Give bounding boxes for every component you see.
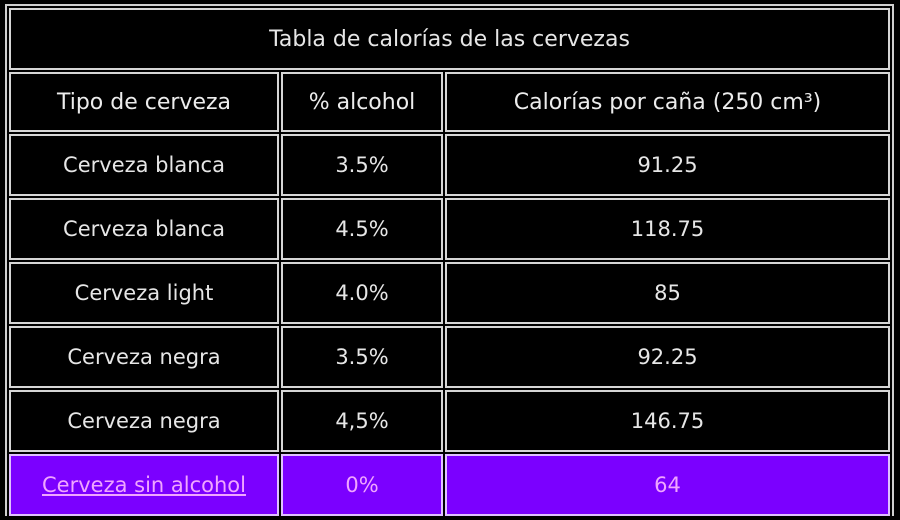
header-calories: Calorías por caña (250 cm³) <box>445 72 890 132</box>
cell-alcohol: 4,5% <box>281 390 443 452</box>
cell-alcohol: 3.5% <box>281 326 443 388</box>
header-beer-type: Tipo de cerveza <box>9 72 279 132</box>
cell-alcohol: 4.5% <box>281 198 443 260</box>
header-row: Tipo de cerveza % alcohol Calorías por c… <box>9 72 890 132</box>
table-title: Tabla de calorías de las cervezas <box>9 8 890 70</box>
table-row: Cerveza negra 4,5% 146.75 <box>9 390 890 452</box>
beer-type-link[interactable]: Cerveza sin alcohol <box>42 473 246 497</box>
calorie-table-container: Tabla de calorías de las cervezas Tipo d… <box>5 4 894 518</box>
cell-calories: 91.25 <box>445 134 890 196</box>
table-row: Cerveza blanca 4.5% 118.75 <box>9 198 890 260</box>
cell-beer-type: Cerveza blanca <box>9 134 279 196</box>
table-row-highlighted: Cerveza sin alcohol 0% 64 <box>9 454 890 516</box>
cell-alcohol: 3.5% <box>281 134 443 196</box>
cell-beer-type: Cerveza negra <box>9 326 279 388</box>
cell-calories: 92.25 <box>445 326 890 388</box>
cell-alcohol: 4.0% <box>281 262 443 324</box>
cell-calories: 64 <box>445 454 890 516</box>
cell-calories: 146.75 <box>445 390 890 452</box>
cell-beer-type: Cerveza light <box>9 262 279 324</box>
cell-beer-type: Cerveza negra <box>9 390 279 452</box>
header-alcohol: % alcohol <box>281 72 443 132</box>
table-row: Cerveza negra 3.5% 92.25 <box>9 326 890 388</box>
beer-calorie-table: Tabla de calorías de las cervezas Tipo d… <box>7 6 892 518</box>
title-row: Tabla de calorías de las cervezas <box>9 8 890 70</box>
cell-beer-type: Cerveza blanca <box>9 198 279 260</box>
cell-alcohol: 0% <box>281 454 443 516</box>
table-row: Cerveza blanca 3.5% 91.25 <box>9 134 890 196</box>
cell-calories: 85 <box>445 262 890 324</box>
cell-calories: 118.75 <box>445 198 890 260</box>
table-row: Cerveza light 4.0% 85 <box>9 262 890 324</box>
cell-beer-type: Cerveza sin alcohol <box>9 454 279 516</box>
